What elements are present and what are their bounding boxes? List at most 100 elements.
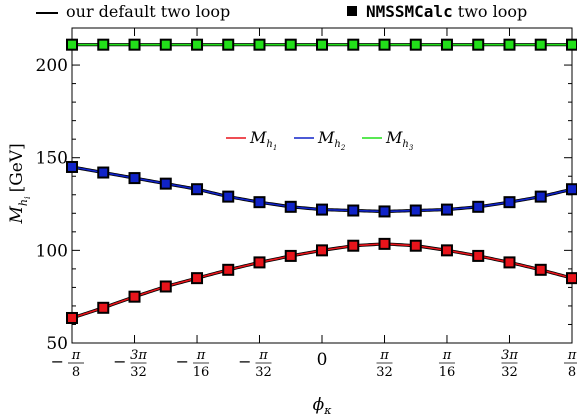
y-tick-label: 50 (46, 334, 68, 354)
data-point (222, 38, 235, 51)
data-point (66, 38, 78, 51)
marker-legend-rest: two loop (457, 2, 528, 21)
data-point (191, 183, 204, 196)
data-point (159, 177, 172, 190)
marker-legend-label: NMSSMCalc two loop (366, 2, 527, 21)
data-point (284, 200, 297, 213)
series-1 (66, 237, 577, 324)
x-tick-label: π 32 (376, 348, 393, 380)
y-axis-label-sub: h (17, 199, 30, 206)
y-axis-label: Mhi [GeV] (7, 143, 32, 224)
data-point (534, 263, 547, 276)
data-point (503, 196, 516, 209)
data-point (378, 237, 391, 250)
data-point (566, 272, 577, 285)
series-legend: Mh1 Mh2 Mh3 (226, 128, 414, 152)
data-point (503, 256, 516, 269)
data-point (409, 204, 422, 217)
data-point (284, 38, 297, 51)
x-tick-sign: − (51, 352, 64, 371)
y-tick-label: 150 (36, 149, 68, 169)
data-point (409, 38, 422, 51)
data-point (97, 38, 110, 51)
plot-frame (71, 27, 573, 344)
x-tick-numerator: π (442, 348, 452, 363)
data-point (97, 301, 110, 314)
data-point (440, 38, 453, 51)
x-tick-numerator: π (258, 348, 268, 363)
y-tick-label: 100 (36, 241, 68, 261)
data-point (440, 244, 453, 257)
line-legend-label: our default two loop (66, 2, 231, 21)
series-3 (66, 38, 577, 51)
plot-border (71, 27, 573, 344)
x-axis-label-sub: κ (323, 404, 332, 416)
x-tick-label: π 16 (439, 348, 456, 380)
data-series (66, 38, 577, 324)
x-tick-numerator: π (196, 348, 206, 363)
data-point (347, 38, 360, 51)
y-tick-label: 200 (36, 56, 68, 76)
legend-label: Mh2 (317, 128, 346, 152)
x-tick-denominator: 32 (376, 365, 393, 380)
x-tick-denominator: 32 (130, 365, 147, 380)
x-tick-denominator: 8 (568, 365, 576, 380)
data-point (347, 239, 360, 252)
x-tick-sign: − (176, 352, 189, 371)
x-tick-label: π8 (564, 348, 577, 380)
legend-entry-1: Mh1 (226, 128, 277, 152)
top-legend: our default two loop NMSSMCalc two loop (0, 0, 577, 28)
data-point (503, 38, 516, 51)
x-tick-denominator: 16 (193, 365, 210, 380)
legend-label-subsub: 3 (409, 144, 414, 152)
legend-label: Mh3 (385, 128, 414, 152)
x-tick-numerator: 3π (501, 348, 518, 363)
data-point (128, 290, 141, 303)
data-point (472, 249, 485, 262)
data-point (440, 203, 453, 216)
data-point (222, 263, 235, 276)
x-tick-label: − π 32 (238, 348, 272, 380)
data-point (316, 203, 328, 216)
data-point (316, 38, 328, 51)
data-point (409, 239, 422, 252)
data-point (159, 38, 172, 51)
x-tick-denominator: 8 (72, 365, 80, 380)
x-tick-denominator: 32 (501, 365, 518, 380)
legend-label: Mh1 (249, 128, 277, 152)
x-tick-label: 0 (317, 350, 328, 370)
data-point (566, 38, 577, 51)
legend-label-sub: h (402, 139, 408, 150)
x-tick-denominator: 32 (255, 365, 272, 380)
x-tick-sign: − (238, 352, 251, 371)
data-point (378, 38, 391, 51)
solid-line-legend-icon (36, 12, 58, 14)
x-tick-label: − π 16 (176, 348, 210, 380)
x-tick-label: −3π 32 (113, 348, 147, 380)
x-tick-numerator: π (567, 348, 577, 363)
y-axis-label-main: M (7, 206, 27, 225)
data-point (316, 244, 328, 257)
data-point (191, 272, 204, 285)
data-point (191, 38, 204, 51)
data-point (347, 204, 360, 217)
marker-legend-code: NMSSMCalc (366, 2, 453, 21)
data-point (222, 190, 235, 203)
data-point (253, 256, 266, 269)
data-point (472, 38, 485, 51)
data-point (66, 311, 78, 324)
data-point (378, 205, 391, 218)
legend-entry-3: Mh3 (362, 128, 414, 152)
y-axis-label-subsub: i (23, 196, 32, 199)
legend-label-sub: h (266, 139, 272, 150)
y-axis-ticks: 50 100 150 200 (36, 46, 572, 354)
x-tick-numerator: π (71, 348, 81, 363)
data-point (566, 183, 577, 196)
x-tick-numerator: π (379, 348, 389, 363)
data-point (128, 172, 141, 185)
data-point (253, 196, 266, 209)
data-point (472, 200, 485, 213)
square-marker-legend-icon (347, 6, 357, 16)
data-point (159, 280, 172, 293)
